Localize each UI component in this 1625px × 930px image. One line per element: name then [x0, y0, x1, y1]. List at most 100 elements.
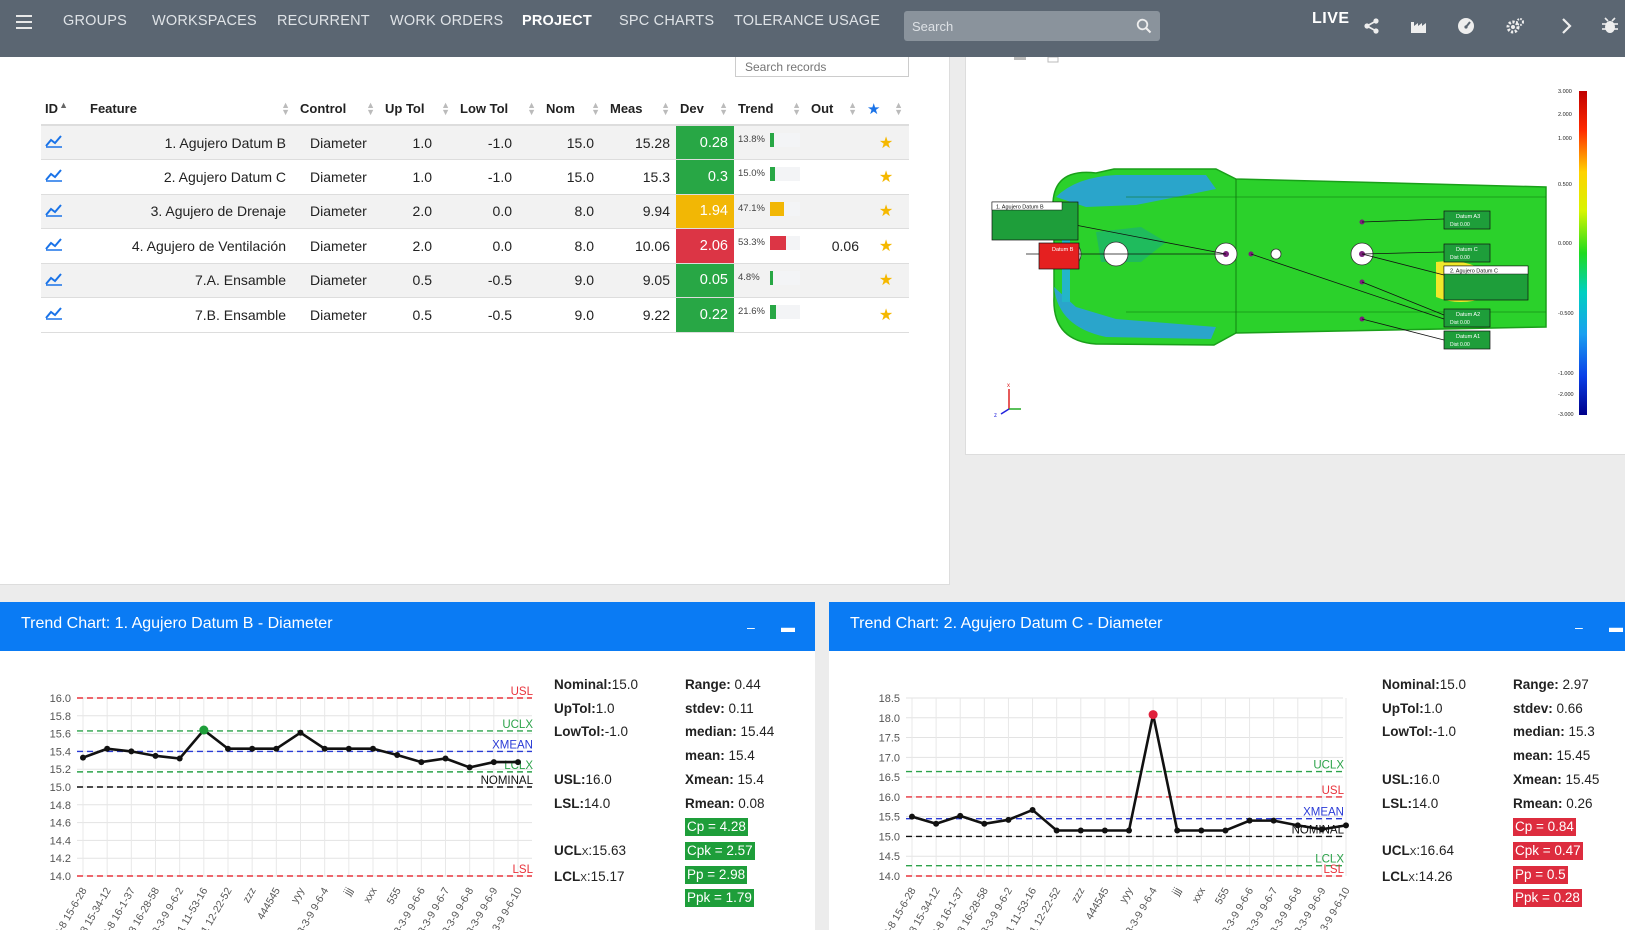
nav-work-orders[interactable]: WORK ORDERS	[390, 13, 504, 29]
viewer-toolbar-icon[interactable]	[1014, 57, 1026, 60]
table-row[interactable]: 4. Agujero de Ventilación Diameter 2.0 0.0 8…	[41, 228, 909, 264]
data-point[interactable]	[345, 745, 352, 752]
data-point[interactable]	[981, 820, 988, 827]
data-point[interactable]	[1222, 827, 1229, 834]
col-uptol-header[interactable]: Up Tol ▲ ▼	[381, 93, 456, 126]
data-point[interactable]	[249, 745, 256, 752]
trend-chart-icon[interactable]	[41, 228, 86, 264]
dashboard-icon[interactable]	[1456, 16, 1476, 36]
data-point[interactable]	[1053, 827, 1060, 834]
callout-datum-b-table[interactable]: 1. Agujero Datum B	[991, 201, 1079, 241]
data-point[interactable]	[490, 759, 497, 766]
minimize-icon[interactable]: –	[1575, 619, 1583, 635]
data-point[interactable]	[1101, 827, 1108, 834]
nav-recurrent[interactable]: RECURRENT	[277, 13, 370, 29]
col-feature-header[interactable]: Feature ▲ ▼	[86, 93, 296, 126]
data-point[interactable]	[1294, 822, 1301, 829]
settings-icon[interactable]	[1505, 16, 1525, 36]
data-point[interactable]	[1246, 817, 1253, 824]
live-label[interactable]: LIVE	[1312, 10, 1350, 27]
data-point[interactable]	[1077, 827, 1084, 834]
data-point[interactable]	[442, 755, 449, 762]
data-point[interactable]	[80, 754, 86, 761]
col-dev-header[interactable]: Dev ▲ ▼	[676, 93, 734, 126]
data-point[interactable]	[1148, 710, 1158, 720]
bug-icon[interactable]	[1600, 16, 1620, 36]
nav-project[interactable]: PROJECT	[522, 13, 592, 29]
table-row[interactable]: 2. Agujero Datum C Diameter 1.0 -1.0 15.0 15.…	[41, 159, 909, 195]
trend-chart-plot[interactable]: 14.0 14.2 14.4 14.6 14.8 15.0 15.2 15.4 15.6 15.8…	[0, 651, 540, 930]
data-point[interactable]	[1198, 827, 1205, 834]
callout-datum-a3[interactable]: Datum A3 Dist 0.00	[1443, 210, 1491, 230]
data-point[interactable]	[418, 759, 425, 766]
data-point[interactable]	[466, 764, 473, 771]
star-icon[interactable]: ★	[863, 297, 909, 333]
factory-icon[interactable]	[1409, 16, 1429, 36]
col-lowtol-header[interactable]: Low Tol ▲ ▼	[456, 93, 542, 126]
data-point[interactable]	[199, 725, 209, 735]
data-point[interactable]	[370, 745, 376, 752]
data-point[interactable]	[273, 745, 280, 752]
share-icon[interactable]	[1362, 16, 1382, 36]
data-point[interactable]	[128, 748, 135, 755]
col-id-header[interactable]: ID ▲	[41, 93, 86, 126]
star-icon[interactable]: ★	[863, 159, 909, 195]
chevron-right-icon[interactable]	[1556, 16, 1576, 36]
callout-datum-a1[interactable]: Datum A1 Dist 0.00	[1443, 330, 1491, 350]
nav-spc-charts[interactable]: SPC CHARTS	[619, 13, 715, 29]
data-point[interactable]	[152, 752, 159, 759]
viewer-toolbar-icon[interactable]	[1047, 56, 1059, 63]
trend-chart-icon[interactable]	[41, 125, 86, 160]
trend-chart-icon[interactable]	[41, 159, 86, 195]
data-point[interactable]	[176, 755, 183, 762]
col-out-header[interactable]: Out ▲ ▼	[807, 93, 863, 126]
data-point[interactable]	[394, 751, 401, 758]
table-row[interactable]: 7.B. Ensamble Diameter 0.5 -0.5 9.0 9.22 0.22 2…	[41, 297, 909, 333]
data-point[interactable]	[1174, 827, 1181, 834]
nav-workspaces[interactable]: WORKSPACES	[152, 13, 257, 29]
data-point[interactable]	[909, 813, 915, 820]
maximize-icon[interactable]: ▬	[781, 619, 795, 635]
trend-chart-icon[interactable]	[41, 194, 86, 229]
trend-chart-plot[interactable]: 14.0 14.5 15.0 15.5 16.0 16.5 17.0 17.5 18.0 18.5…	[829, 651, 1369, 930]
col-meas-header[interactable]: Meas ▲ ▼	[606, 93, 676, 126]
col-nom-header[interactable]: Nom ▲ ▼	[542, 93, 606, 126]
trend-chart-icon[interactable]	[41, 297, 86, 333]
data-point[interactable]	[957, 812, 964, 819]
data-point[interactable]	[1005, 816, 1012, 823]
data-point[interactable]	[104, 745, 111, 752]
data-point[interactable]	[1343, 822, 1349, 829]
cad-model-view[interactable]: 1. Agujero Datum B Datum B Datum A3 Dist…	[966, 56, 1625, 455]
table-row[interactable]: 1. Agujero Datum B Diameter 1.0 -1.0 15.0 15.…	[41, 125, 909, 160]
maximize-icon[interactable]: ▬	[1609, 619, 1623, 635]
search-icon[interactable]	[1136, 18, 1152, 34]
records-search-input[interactable]	[735, 57, 909, 77]
callout-datum-a2[interactable]: Datum A2 Dist 0.00	[1443, 308, 1491, 328]
callout-datum-b-red[interactable]: Datum B	[1038, 242, 1080, 270]
star-icon[interactable]: ★	[863, 125, 909, 160]
table-row[interactable]: 7.A. Ensamble Diameter 0.5 -0.5 9.0 9.05 0.05 4…	[41, 263, 909, 298]
data-point[interactable]	[933, 820, 940, 827]
star-icon[interactable]: ★	[863, 194, 909, 229]
col-favorite-header[interactable]: ★ ▲ ▼	[863, 93, 909, 126]
star-icon[interactable]: ★	[863, 263, 909, 298]
star-icon[interactable]: ★	[863, 228, 909, 264]
data-point[interactable]	[515, 759, 521, 766]
data-point[interactable]	[297, 729, 304, 736]
minimize-icon[interactable]: –	[747, 619, 755, 635]
col-control-header[interactable]: Control ▲ ▼	[296, 93, 381, 126]
data-point[interactable]	[225, 745, 231, 752]
data-point[interactable]	[1318, 826, 1325, 833]
hamburger-menu-icon[interactable]	[16, 15, 32, 29]
col-trend-header[interactable]: Trend ▲ ▼	[734, 93, 807, 126]
callout-datum-c-table[interactable]: 2. Agujero Datum C	[1443, 265, 1529, 301]
trend-chart-icon[interactable]	[41, 263, 86, 298]
data-point[interactable]	[321, 745, 328, 752]
table-row[interactable]: 3. Agujero de Drenaje Diameter 2.0 0.0 8.0 9.…	[41, 194, 909, 229]
data-point[interactable]	[1029, 806, 1036, 813]
callout-datum-c[interactable]: Datum C Dist 0.00	[1443, 243, 1491, 263]
search-input[interactable]	[904, 11, 1129, 41]
data-point[interactable]	[1126, 827, 1132, 834]
nav-groups[interactable]: GROUPS	[63, 13, 128, 29]
data-point[interactable]	[1270, 817, 1277, 824]
